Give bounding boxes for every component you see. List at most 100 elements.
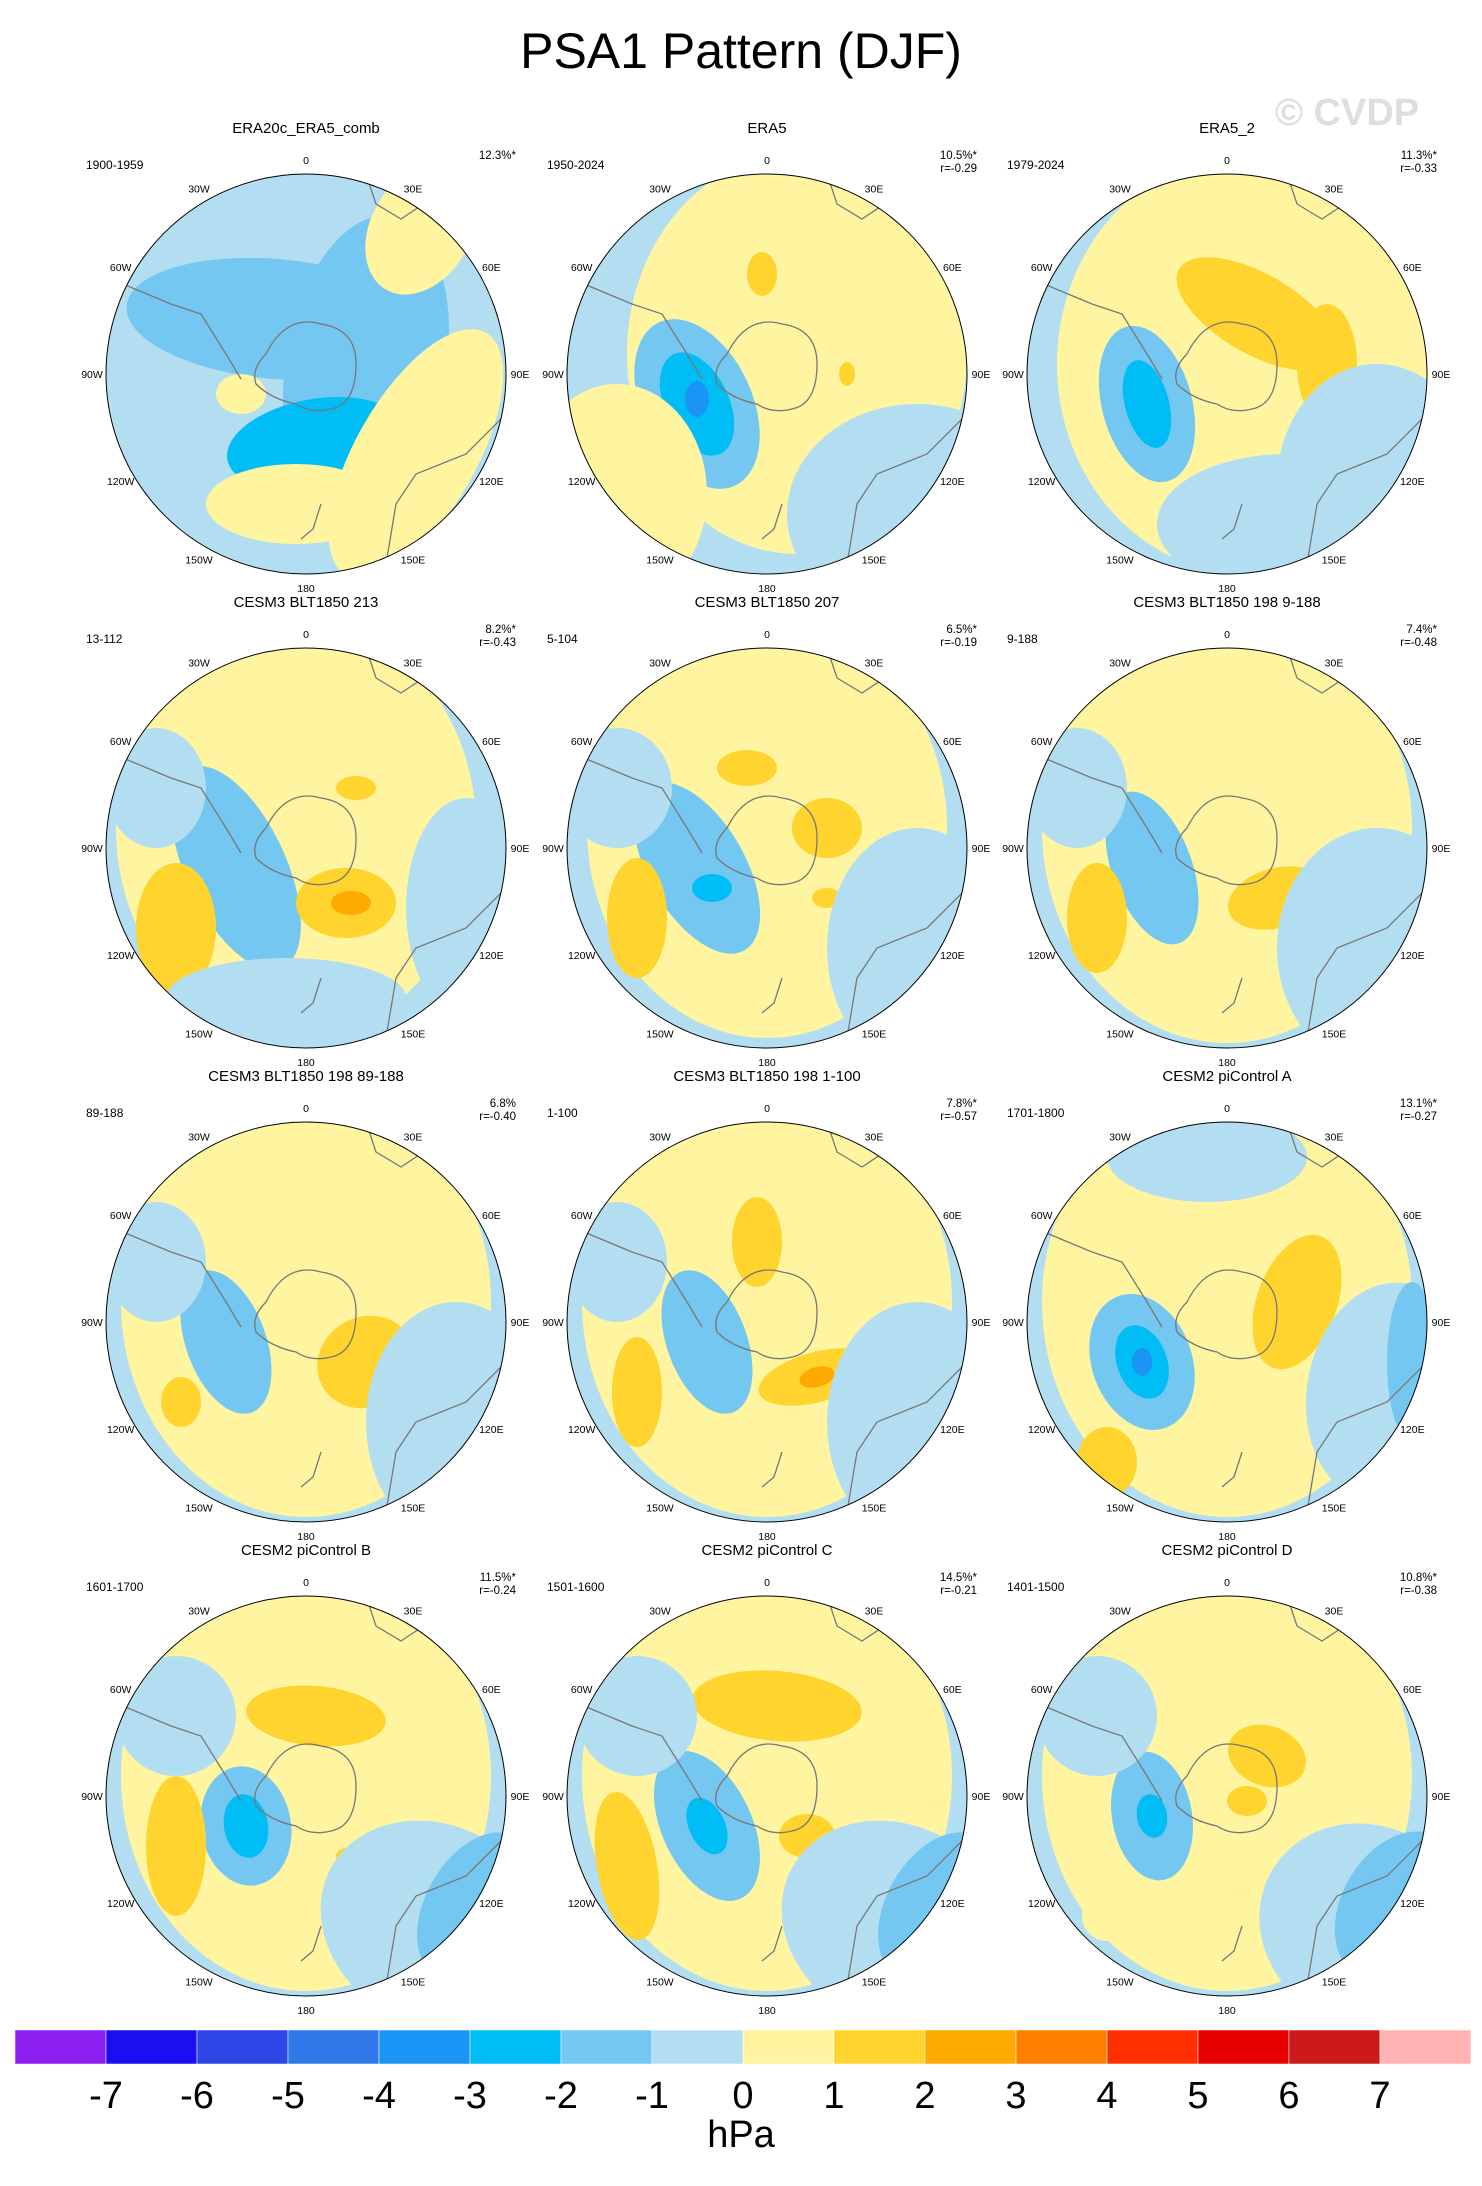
longitude-label: 150E xyxy=(862,1028,887,1040)
contour-region xyxy=(161,1377,201,1427)
longitude-label: 30W xyxy=(1109,1606,1131,1618)
longitude-label: 90W xyxy=(542,1791,564,1803)
longitude-label: 120W xyxy=(1028,950,1056,962)
colorbar-swatch xyxy=(651,2030,744,2064)
longitude-label: 180 xyxy=(1218,1057,1236,1066)
contour-region xyxy=(594,1791,660,1941)
colorbar-tick-label: -4 xyxy=(362,2075,396,2117)
panel-period: 1950-2024 xyxy=(547,158,605,172)
longitude-label: 60E xyxy=(943,262,962,274)
contour-region xyxy=(171,766,301,970)
longitude-label: 30E xyxy=(1325,1132,1344,1144)
longitude-label: 120E xyxy=(940,476,965,488)
new-zealand-outline xyxy=(300,1451,322,1488)
new-zealand-outline xyxy=(761,1925,783,1962)
map-panel: CESM2 piControl D 1401-1500 10.8%* r=-0.38 0… xyxy=(997,1542,1457,2014)
map-panel: CESM2 piControl C 1501-1600 14.5%* r=-0.21 0… xyxy=(537,1542,997,2014)
longitude-label: 30W xyxy=(1109,184,1131,196)
cvdp-watermark: © CVDP xyxy=(1275,92,1420,134)
contour-region xyxy=(223,1794,269,1858)
longitude-label: 180 xyxy=(297,583,315,592)
pattern-correlation: r=-0.21 xyxy=(940,1585,977,1597)
panel-title: CESM3 BLT1850 207 xyxy=(694,594,840,611)
contour-region xyxy=(661,1270,753,1414)
pattern-correlation: r=-0.33 xyxy=(1400,163,1437,175)
longitude-label: 180 xyxy=(758,583,776,592)
contour-region xyxy=(686,1797,728,1855)
contour-region xyxy=(1136,1794,1168,1838)
contour-region xyxy=(1027,728,1127,848)
longitude-label: 120E xyxy=(1400,476,1425,488)
polar-map: 0 30E 60E 90E 120E 150E 180 150W 120W 90W 60W 30W xyxy=(1002,1577,1450,2014)
panel-title: CESM3 BLT1850 198 1-100 xyxy=(673,1068,861,1085)
longitude-label: 180 xyxy=(297,2005,315,2014)
contour-region xyxy=(1067,863,1127,973)
panel-stats: 6.8% r=-0.40 xyxy=(446,1098,516,1124)
panel-stats: 14.5%* r=-0.21 xyxy=(907,1572,977,1598)
colorbar-swatch xyxy=(15,2030,107,2064)
colorbar-swatch xyxy=(1197,2030,1290,2064)
variance-percent: 11.5%* xyxy=(479,1572,516,1584)
antarctica-outline xyxy=(254,1743,357,1834)
longitude-label: 90W xyxy=(81,843,103,855)
colorbar xyxy=(15,2030,1471,2064)
new-zealand-outline xyxy=(761,977,783,1014)
longitude-label: 60W xyxy=(571,1210,593,1222)
longitude-label: 150E xyxy=(1322,554,1347,566)
longitude-label: 120W xyxy=(1028,1424,1056,1436)
longitude-label: 150W xyxy=(185,554,213,566)
colorbar-swatch xyxy=(1015,2030,1108,2064)
colorbar-tick-label: 2 xyxy=(914,2075,936,2117)
contour-region xyxy=(633,782,761,954)
south-america-outline xyxy=(110,752,242,854)
colorbar-swatch xyxy=(833,2030,926,2064)
contour-region xyxy=(799,1366,835,1388)
longitude-label: 30W xyxy=(188,1132,210,1144)
australia-outline xyxy=(385,1835,506,1987)
longitude-label: 90W xyxy=(542,1317,564,1329)
longitude-label: 120W xyxy=(1028,476,1056,488)
longitude-label: 60W xyxy=(1031,1210,1053,1222)
panel-stats: 7.8%* r=-0.57 xyxy=(907,1098,977,1124)
longitude-label: 150W xyxy=(646,554,674,566)
longitude-label: 30E xyxy=(404,1132,423,1144)
map-boundary xyxy=(566,1595,968,1997)
longitude-label: 90W xyxy=(81,1317,103,1329)
longitude-label: 120E xyxy=(1400,1898,1425,1910)
panel-stats: 11.3%* r=-0.33 xyxy=(1367,150,1437,176)
variance-percent: 8.2%* xyxy=(485,624,516,636)
contour-region xyxy=(336,776,376,800)
new-zealand-outline xyxy=(300,503,322,540)
longitude-label: 120E xyxy=(479,1424,504,1436)
panel-period: 1701-1800 xyxy=(1007,1106,1065,1120)
polar-map: 0 30E 60E 90E 120E 150E 180 150W 120W 90W 60W 30W xyxy=(1002,155,1450,592)
contour-region xyxy=(1252,1234,1342,1370)
antarctica-outline xyxy=(715,1269,818,1360)
longitude-label: 0 xyxy=(1224,1103,1230,1115)
longitude-label: 90E xyxy=(972,1317,991,1329)
longitude-label: 120W xyxy=(568,476,596,488)
longitude-label: 30E xyxy=(404,658,423,670)
antarctica-outline xyxy=(1175,1269,1278,1360)
contour-region xyxy=(146,1776,206,1916)
longitude-label: 30E xyxy=(865,1606,884,1618)
longitude-label: 60W xyxy=(571,1684,593,1696)
antarctica-outline xyxy=(715,321,818,412)
australia-outline xyxy=(1306,1361,1427,1513)
longitude-label: 120W xyxy=(107,950,135,962)
longitude-label: 60W xyxy=(1031,736,1053,748)
south-america-outline xyxy=(571,1226,703,1328)
variance-percent: 14.5%* xyxy=(939,1572,977,1584)
contour-region xyxy=(1176,257,1338,371)
longitude-label: 60E xyxy=(943,1210,962,1222)
longitude-label: 150W xyxy=(1106,1976,1134,1988)
figure-title: PSA1 Pattern (DJF) xyxy=(520,23,962,79)
longitude-label: 30E xyxy=(1325,658,1344,670)
australia-outline xyxy=(385,1361,506,1513)
contour-region xyxy=(839,362,855,386)
contour-region xyxy=(116,1656,236,1776)
contour-region xyxy=(331,891,371,915)
antarctica-outline xyxy=(715,795,818,886)
contour-region xyxy=(1228,1724,1306,1788)
south-america-outline xyxy=(1031,1700,1163,1802)
